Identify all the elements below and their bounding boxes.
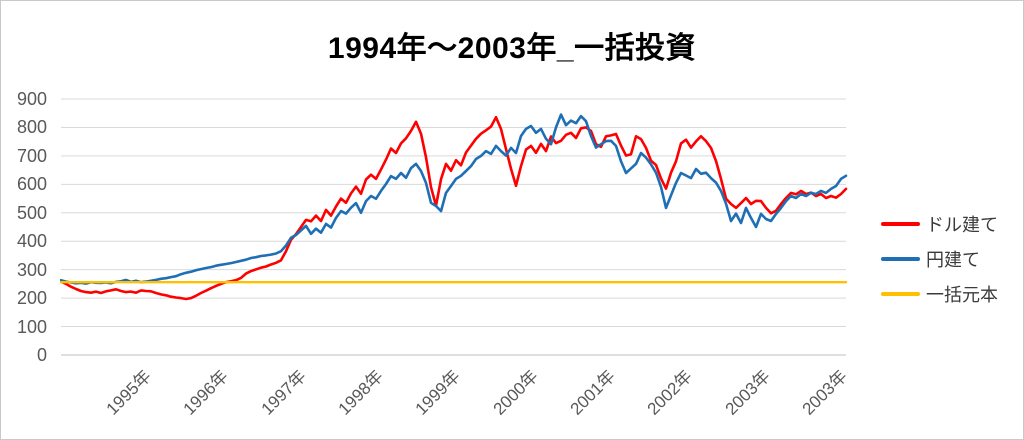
y-tick-label: 100 [16,316,47,337]
x-tick-label: 2002年 [643,366,697,419]
y-tick-label: 700 [16,145,47,166]
x-tick-label: 1999年 [411,366,465,419]
x-tick-label: 2001年 [566,366,619,419]
plot-area [60,98,848,356]
legend-item: 一括元本 [881,284,998,305]
y-tick-label: 500 [16,202,47,223]
series-line-ドル建て [60,115,848,301]
y-tick-label: 600 [16,174,47,195]
x-tick-label: 1998年 [334,366,387,419]
x-tick-label: 2000年 [489,366,542,419]
x-tick-label: 1996年 [180,366,233,419]
y-tick-label: 400 [16,231,47,252]
y-tick-label: 0 [36,345,47,365]
legend-label: 一括元本 [926,285,998,305]
legend-item: 円建て [881,249,980,270]
y-tick-label: 300 [16,259,47,280]
y-tick-label: 200 [16,288,47,309]
x-tick-label: 2003年 [798,366,851,419]
y-tick-label: 900 [16,89,47,109]
y-tick-label: 800 [16,117,47,138]
legend-item: ドル建て [881,214,998,235]
x-tick-label: 1997年 [257,366,310,419]
chart-title: 1994年〜2003年_一括投資 [327,32,697,65]
legend-swatch-icon [881,222,920,226]
legend-label: 円建て [926,250,980,270]
x-tick-label: 1995年 [102,366,155,419]
x-tick-label: 2003年 [721,366,774,419]
legend-swatch-icon [881,257,920,261]
series-line-円建て [60,113,848,285]
legend-swatch-icon [881,292,920,296]
legend-label: ドル建て [926,215,998,235]
